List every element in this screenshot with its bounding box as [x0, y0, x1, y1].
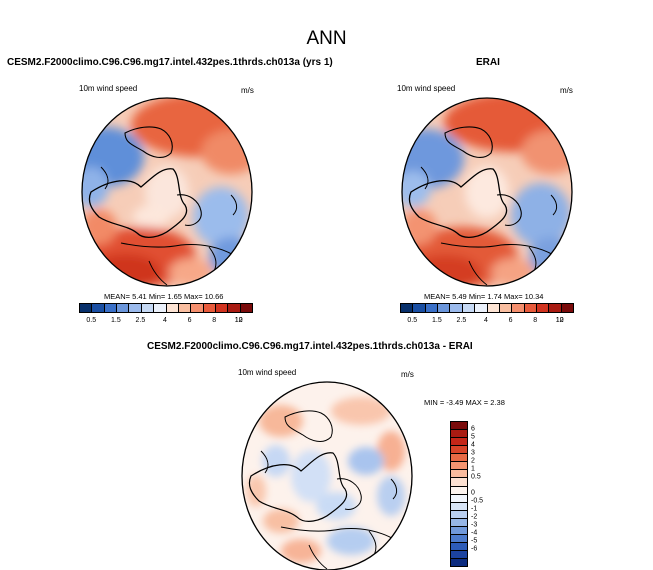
colorbar-box [451, 462, 467, 471]
colorbar-box [499, 304, 513, 312]
colorbar-tick-label: 1.5 [431, 317, 442, 324]
colorbar-box [203, 304, 216, 312]
colorbar-box [536, 304, 550, 312]
colorbar-tick-label: 4 [484, 317, 488, 324]
colorbar-tick-label: 12 [555, 317, 564, 324]
colorbar-tick-label: 6 [471, 425, 475, 433]
colorbar-box [154, 304, 167, 312]
colorbar-box [487, 304, 500, 312]
colorbar-box [240, 304, 253, 312]
panel3-title: CESM2.F2000climo.C96.C96.mg17.intel.432p… [147, 341, 473, 352]
colorbar-box [117, 304, 130, 312]
colorbar-box [451, 494, 467, 503]
panel3-variable-label: 10m wind speed [238, 368, 297, 377]
colorbar-tick-label: 10 [555, 317, 564, 324]
panel2-polar-map [401, 97, 573, 287]
colorbar-tick-label: -1 [471, 505, 478, 513]
colorbar-tick-label: -3 [471, 521, 478, 529]
colorbar-tick-label: 0.5 [86, 317, 97, 324]
colorbar-tick-label: -0.5 [471, 497, 484, 505]
panel1-units-label: m/s [241, 86, 254, 95]
panel2-stats: MEAN= 5.49 Min= 1.74 Max= 10.34 [424, 292, 544, 301]
colorbar-tick-label: 3 [471, 449, 475, 457]
colorbar-box [425, 304, 439, 312]
colorbar-tick-label: 6 [187, 317, 192, 324]
colorbar-box [80, 304, 93, 312]
colorbar-tick-label: 10 [234, 317, 243, 324]
colorbar-box [451, 454, 467, 463]
colorbar-box [166, 304, 179, 312]
colorbar-box [451, 551, 467, 560]
colorbar-box [451, 502, 467, 511]
panel2-units-label: m/s [560, 86, 573, 95]
colorbar-box [178, 304, 192, 312]
colorbar-box [401, 304, 414, 312]
colorbar-box [451, 422, 467, 431]
colorbar-box [451, 518, 467, 527]
colorbar-tick-label: 5 [471, 433, 475, 441]
colorbar-box [129, 304, 142, 312]
colorbar-tick-label: 6 [508, 317, 513, 324]
panel2-title: ERAI [476, 57, 500, 68]
colorbar-box [451, 438, 467, 447]
colorbar-box [451, 478, 467, 487]
colorbar-box [451, 486, 467, 495]
colorbar-box [191, 304, 204, 312]
colorbar-box [92, 304, 105, 312]
colorbar-tick-label: 0 [471, 489, 475, 497]
colorbar-box [228, 304, 241, 312]
colorbar-box [451, 446, 467, 455]
colorbar-tick-label: -2 [471, 513, 478, 521]
colorbar-tick-label: 4 [471, 441, 475, 449]
colorbar-box [462, 304, 476, 312]
colorbar-box [450, 304, 463, 312]
colorbar-box [549, 304, 562, 312]
colorbar-tick-label: 4 [163, 317, 167, 324]
colorbar-box [524, 304, 537, 312]
panel3-stats: MIN = -3.49 MAX = 2.38 [424, 398, 505, 407]
colorbar-tick-label: 0.5 [471, 473, 481, 481]
colorbar-box [451, 470, 467, 479]
panel3-colorbar [450, 421, 468, 567]
colorbar-tick-label: -4 [471, 529, 478, 537]
panel2-colorbar-ticks: 0.5 1.5 2.5 4 6 8 10 12 [400, 317, 574, 327]
panel1-title: CESM2.F2000climo.C96.C96.mg17.intel.432p… [7, 57, 333, 68]
colorbar-tick-label: 0.5 [407, 317, 418, 324]
colorbar-box [451, 534, 467, 543]
colorbar-tick-label: 1 [471, 465, 475, 473]
colorbar-tick-label: 1.5 [110, 317, 121, 324]
colorbar-box [451, 510, 467, 519]
colorbar-tick-label: 8 [212, 317, 217, 324]
panel3-units-label: m/s [401, 370, 414, 379]
panel3-polar-map [241, 381, 413, 570]
page-title: ANN [306, 28, 347, 49]
colorbar-tick-label: 8 [533, 317, 538, 324]
colorbar-tick-label: 12 [234, 317, 243, 324]
colorbar-box [451, 542, 467, 551]
colorbar-box [451, 526, 467, 535]
panel1-polar-map [81, 97, 253, 287]
colorbar-box [104, 304, 118, 312]
colorbar-box [512, 304, 525, 312]
colorbar-box [141, 304, 155, 312]
colorbar-box [451, 559, 467, 567]
colorbar-tick-label: 2.5 [456, 317, 467, 324]
colorbar-tick-label: -5 [471, 537, 478, 545]
colorbar-box [561, 304, 574, 312]
colorbar-tick-label: -6 [471, 545, 478, 553]
colorbar-tick-label: 2.5 [135, 317, 146, 324]
colorbar-box [438, 304, 451, 312]
panel3-colorbar-ticks: 6 5 4 3 2 1 0.5 0 -0.5 -1 -2 -3 -4 -5 -6 [471, 421, 501, 567]
panel1-variable-label: 10m wind speed [79, 84, 138, 93]
panel1-colorbar [79, 303, 253, 313]
colorbar-box [413, 304, 426, 312]
panel2-colorbar [400, 303, 574, 313]
panel2-variable-label: 10m wind speed [397, 84, 456, 93]
colorbar-tick-label: 2 [471, 457, 475, 465]
panel1-colorbar-ticks: 0.5 1.5 2.5 4 6 8 10 12 [79, 317, 253, 327]
panel1-stats: MEAN= 5.41 Min= 1.65 Max= 10.66 [104, 292, 224, 301]
colorbar-box [451, 430, 467, 439]
colorbar-box [215, 304, 229, 312]
colorbar-box [475, 304, 488, 312]
